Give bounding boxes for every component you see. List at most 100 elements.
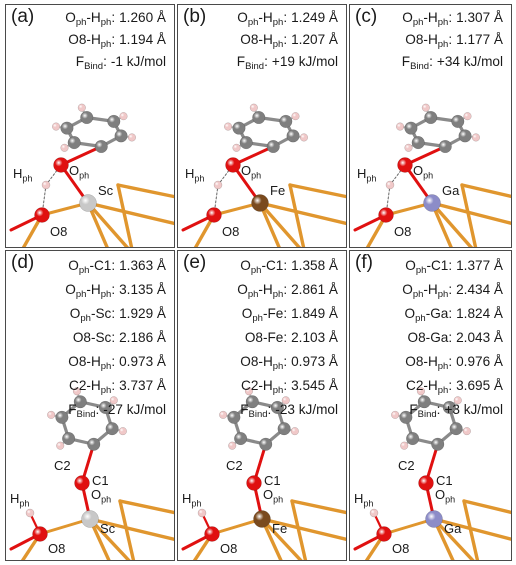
- property-name: FBind:: [237, 54, 268, 72]
- panel-a: (a) Oph-Hph: 1.260 Å O8-Hph: 1.194 Å FBind: -1…: [5, 4, 175, 248]
- label-o-ph: Oph: [241, 163, 261, 181]
- h-ph-atom: [197, 508, 207, 518]
- framework-bond: [288, 183, 306, 247]
- carbon-atom: [239, 136, 253, 150]
- ring-hydrogen: [471, 133, 480, 142]
- property-name-sub: ph: [412, 17, 424, 28]
- property-name-rest: -H: [423, 10, 438, 25]
- property-name-main: O: [241, 306, 253, 321]
- o8-metal-bond: [382, 517, 436, 536]
- property-list: Oph-Hph: 1.307 Å O8-Hph: 1.177 Å FBind: +34 k…: [402, 11, 503, 77]
- property-name-main: C2-H: [69, 378, 101, 393]
- o-ph-atom: [53, 157, 69, 173]
- property-name-rest: -Sc:: [90, 306, 116, 321]
- o8-atom: [206, 207, 222, 223]
- framework-bond: [116, 183, 134, 247]
- property-row: Oph-Sc: 1.929 Å: [65, 307, 166, 331]
- colon: :: [264, 54, 268, 69]
- colon: :: [283, 378, 288, 393]
- label-o-ph-sub: ph: [273, 494, 284, 505]
- label-metal: Sc: [100, 521, 116, 536]
- label-h-ph: Hph: [354, 491, 373, 509]
- property-name: Oph-Hph:: [237, 10, 287, 28]
- carbon-atom: [105, 422, 119, 436]
- framework-bond: [290, 499, 308, 560]
- label-o8: O8: [394, 224, 411, 239]
- framework-bond: [258, 201, 281, 247]
- carbon-atom: [417, 395, 431, 409]
- framework-bond: [116, 183, 174, 199]
- colon: :: [448, 10, 453, 25]
- property-name-sub2: ph: [272, 289, 284, 300]
- property-name-sub2: ph: [100, 17, 112, 28]
- structure-drawing: [353, 387, 511, 560]
- property-row: Oph-C1: 1.377 Å: [402, 259, 503, 283]
- colon: :: [111, 282, 116, 297]
- property-name-main: O8-Ga:: [407, 330, 453, 345]
- property-name-rest: -H: [258, 10, 273, 25]
- property-name-rest: -Fe:: [262, 306, 288, 321]
- property-row: O8-Hph: 1.207 Å: [237, 33, 338, 55]
- carbon-atom: [94, 139, 108, 154]
- carbon-atom: [406, 432, 420, 446]
- framework-bond: [193, 213, 216, 247]
- label-o-ph-sub: ph: [79, 170, 90, 181]
- framework-bond: [86, 201, 109, 247]
- property-name-rest: -H: [86, 10, 101, 25]
- panel-label: (c): [355, 6, 378, 27]
- ring-hydrogen: [299, 133, 308, 142]
- h-ph-atom: [369, 508, 379, 518]
- property-name-sub: Bind: [248, 409, 268, 420]
- property-value: 3.135 Å: [119, 282, 166, 297]
- ring-hydrogen: [47, 410, 56, 419]
- ring-hydrogen: [463, 112, 472, 121]
- ring-hydrogen: [453, 396, 462, 405]
- property-row: Oph-Hph: 1.249 Å: [237, 11, 338, 33]
- ring-hydrogen: [290, 427, 299, 436]
- framework-bond: [364, 532, 386, 560]
- label-o8: O8: [50, 224, 67, 239]
- property-name-sub: ph: [100, 39, 112, 50]
- panel-label: (b): [183, 6, 207, 27]
- property-name-sub2: ph: [100, 289, 112, 300]
- label-h-ph-sub: ph: [194, 173, 205, 184]
- carbon-atom: [449, 422, 463, 436]
- framework-bond: [86, 201, 174, 226]
- property-row: Oph-Hph: 3.135 Å: [65, 283, 166, 307]
- property-row: Oph-Fe: 1.849 Å: [237, 307, 338, 331]
- panel-d: (d) Oph-C1: 1.363 Å Oph-Hph: 3.135 Å Oph-Sc: 1…: [5, 250, 175, 561]
- framework-bond: [290, 499, 346, 515]
- label-c1: C1: [436, 473, 453, 488]
- property-name-main: O8-Fe:: [244, 330, 288, 345]
- framework-bond: [258, 201, 346, 226]
- property-name-sub: ph: [78, 265, 90, 276]
- carbon-atom: [98, 400, 112, 414]
- property-name: Oph-Sc:: [70, 306, 116, 324]
- carbon-atom: [55, 410, 69, 424]
- property-name-main: O8-H: [240, 32, 273, 47]
- panel-e: (e) Oph-C1: 1.358 Å Oph-Hph: 2.861 Å Oph-Fe: 1…: [177, 250, 347, 561]
- property-name-sub: ph: [100, 385, 112, 396]
- property-name-main: F: [240, 402, 249, 417]
- property-name: Oph-Hph:: [65, 282, 116, 300]
- property-name-sub: ph: [75, 17, 87, 28]
- property-name-rest: -C1:: [426, 258, 453, 273]
- framework-bond: [21, 213, 44, 247]
- property-value: 1.260 Å: [119, 10, 166, 25]
- framework-bond: [432, 517, 455, 560]
- property-value: 1.207 Å: [291, 32, 338, 47]
- property-name-sub: ph: [247, 17, 259, 28]
- property-row: O8-Sc: 2.186 Å: [65, 331, 166, 355]
- carbon-atom: [270, 400, 284, 414]
- structure-drawing: [9, 103, 174, 247]
- framework-bond: [258, 201, 302, 247]
- framework-bond: [432, 517, 475, 560]
- o8-atom: [204, 526, 220, 542]
- property-name-main: F: [68, 402, 77, 417]
- label-metal: Fe: [270, 183, 286, 198]
- property-name: C2-Hph:: [406, 379, 452, 396]
- property-value: 3.737 Å: [119, 378, 166, 393]
- property-name-rest: -C1:: [89, 258, 116, 273]
- carbon-atom: [286, 129, 300, 143]
- property-name: Oph-C1:: [68, 258, 116, 276]
